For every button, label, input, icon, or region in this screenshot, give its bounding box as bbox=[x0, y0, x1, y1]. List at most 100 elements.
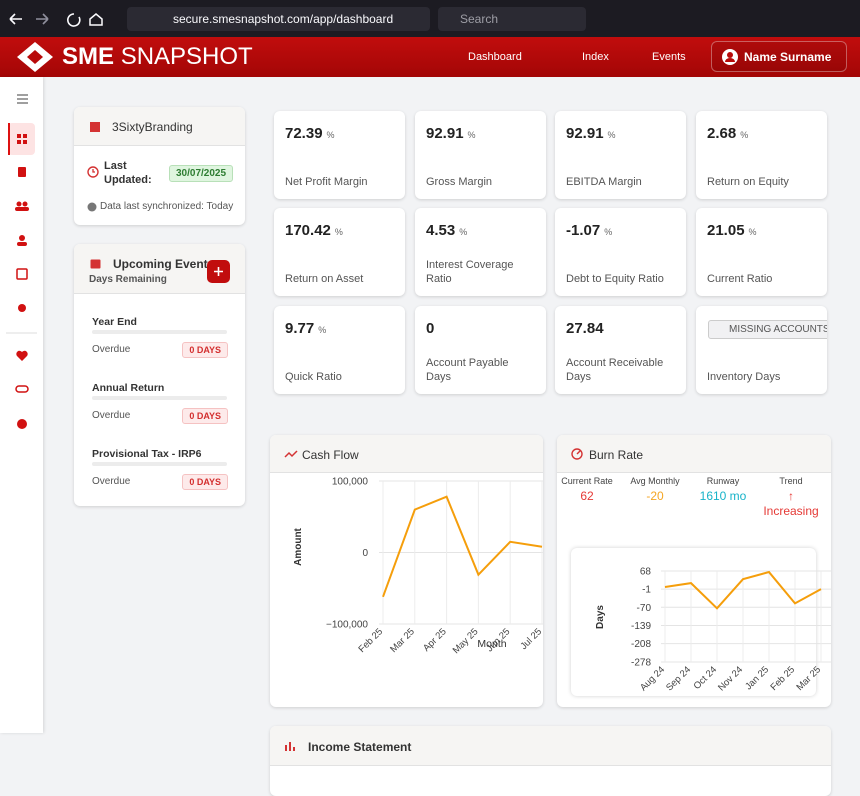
event-progress bbox=[92, 330, 227, 334]
metric-unit: % bbox=[604, 227, 613, 237]
metric-value: 72.39% bbox=[285, 125, 335, 142]
y-tick-label: 100,000 bbox=[332, 477, 369, 488]
search-box[interactable]: Search bbox=[438, 7, 586, 31]
metric-unit: % bbox=[334, 227, 343, 237]
metric-label: Return on Asset bbox=[285, 273, 364, 285]
metric-label: EBITDA Margin bbox=[566, 176, 642, 188]
y-tick-label: -139 bbox=[631, 621, 651, 632]
metric-number: 2.68 bbox=[707, 125, 737, 142]
y-axis-label: Amount bbox=[293, 527, 304, 565]
event-days: 0 DAYS bbox=[182, 408, 228, 424]
metric-label: Interest Coverage Ratio bbox=[426, 259, 514, 285]
logo-text[interactable]: SME SNAPSHOT bbox=[62, 43, 253, 71]
bar-icon bbox=[285, 742, 295, 751]
metric-label: Debt to Equity Ratio bbox=[566, 273, 664, 285]
burn-rate-card: Burn Rate Current Rate 62 Avg Monthly -20 Ru… bbox=[557, 435, 831, 707]
x-tick-label: Nov 24 bbox=[716, 664, 745, 693]
stat-label: Runway bbox=[706, 476, 740, 486]
company-header: 3SixtyBranding bbox=[74, 107, 245, 146]
y-tick-label: -1 bbox=[642, 585, 651, 596]
cash-flow-title: Cash Flow bbox=[302, 448, 359, 462]
metric-number: 4.53 bbox=[426, 222, 456, 239]
metric-value: -1.07% bbox=[566, 222, 612, 239]
metric-card: MISSING ACCOUNTS Inventory Days bbox=[696, 306, 827, 394]
y-tick-label: 0 bbox=[362, 548, 368, 559]
income-statement-title: Income Statement bbox=[308, 740, 412, 754]
metric-unit: % bbox=[748, 227, 757, 237]
metric-label: Gross Margin bbox=[426, 176, 493, 188]
sync-status: Data last synchronized: Today bbox=[100, 201, 234, 212]
metric-value: 170.42% bbox=[285, 222, 343, 239]
stat-label: Current Rate bbox=[561, 476, 613, 486]
sidebar-icons[interactable] bbox=[0, 77, 43, 437]
company-card: 3SixtyBranding Last Updated: 30/07/2025 … bbox=[74, 107, 245, 225]
metric-unit: % bbox=[607, 130, 616, 140]
metric-value: 4.53% bbox=[426, 222, 467, 239]
metric-number: 0 bbox=[426, 320, 435, 337]
x-axis-label: Month bbox=[477, 638, 506, 650]
event-name: Provisional Tax - IRP6 bbox=[92, 448, 202, 460]
metric-card: 9.77% Quick Ratio bbox=[274, 306, 405, 394]
metric-number: 9.77 bbox=[285, 320, 315, 337]
burn-rate-title: Burn Rate bbox=[589, 448, 644, 462]
event-status: Overdue bbox=[92, 476, 131, 487]
y-tick-label: 68 bbox=[640, 567, 652, 578]
y-tick-label: -278 bbox=[631, 658, 651, 669]
metric-card: 27.84 Account Receivable Days bbox=[555, 306, 686, 394]
cash-flow-header: Cash Flow bbox=[270, 435, 543, 473]
metric-label: Inventory Days bbox=[707, 371, 781, 383]
metric-number: -1.07 bbox=[566, 222, 601, 239]
metric-label: Account Payable Days bbox=[426, 357, 509, 383]
stat-label: Trend bbox=[779, 476, 803, 486]
nav-item[interactable]: Dashboard bbox=[468, 51, 522, 63]
browser-buttons[interactable] bbox=[6, 10, 106, 28]
event-days: 0 DAYS bbox=[182, 474, 228, 490]
data-line bbox=[382, 495, 543, 598]
y-tick-label: -70 bbox=[637, 603, 652, 614]
logo-icon[interactable] bbox=[14, 40, 56, 74]
metric-card: 21.05% Current Ratio bbox=[696, 208, 827, 296]
nav-item[interactable]: Events bbox=[652, 51, 686, 63]
gauge-icon bbox=[571, 448, 583, 460]
burn-rate-header: Burn Rate bbox=[557, 435, 831, 473]
url-bar[interactable]: secure.smesnapshot.com/app/dashboard bbox=[127, 7, 430, 31]
metric-value: 27.84 bbox=[566, 320, 604, 337]
metric-label: Current Ratio bbox=[707, 273, 773, 285]
x-tick-label: Feb 25 bbox=[768, 664, 797, 693]
y-tick-label: -208 bbox=[631, 639, 651, 650]
income-statement-card: Income Statement bbox=[270, 726, 831, 796]
x-tick-label: Oct 24 bbox=[692, 664, 720, 692]
metric-label: Return on Equity bbox=[707, 176, 789, 188]
metric-label: Quick Ratio bbox=[285, 371, 342, 383]
x-tick-label: Sep 24 bbox=[664, 664, 693, 693]
events-card: Upcoming Events Days Remaining Year End O… bbox=[74, 244, 245, 506]
metric-number: 92.91 bbox=[426, 125, 464, 142]
metric-card: -1.07% Debt to Equity Ratio bbox=[555, 208, 686, 296]
metric-value: 2.68% bbox=[707, 125, 748, 142]
burn-chart-frame bbox=[571, 548, 816, 696]
trend-icon bbox=[284, 450, 298, 458]
event-status: Overdue bbox=[92, 344, 131, 355]
metric-number: 170.42 bbox=[285, 222, 331, 239]
metric-card: 170.42% Return on Asset bbox=[274, 208, 405, 296]
metric-value: 21.05% bbox=[707, 222, 757, 239]
x-tick-label: Jul 25 bbox=[518, 626, 543, 652]
add-event-button[interactable] bbox=[207, 260, 230, 283]
x-tick-label: Feb 25 bbox=[356, 626, 385, 655]
nav-item[interactable]: Index bbox=[582, 51, 609, 63]
metric-number: 72.39 bbox=[285, 125, 323, 142]
x-tick-label: May 25 bbox=[451, 626, 481, 656]
browser-bar: secure.smesnapshot.com/app/dashboard Sea… bbox=[0, 0, 860, 37]
x-tick-label: Mar 25 bbox=[388, 626, 417, 655]
last-updated-label: Last Updated: bbox=[104, 160, 152, 186]
cash-flow-card: Cash Flow 100,000 0 −100,000 Feb 25 Mar 25 Ap… bbox=[270, 435, 543, 707]
last-updated-date: 30/07/2025 bbox=[169, 165, 234, 182]
metric-number: 92.91 bbox=[566, 125, 604, 142]
income-statement-header: Income Statement bbox=[270, 726, 831, 766]
metric-unit: % bbox=[467, 130, 476, 140]
user-menu[interactable]: Name Surname bbox=[711, 41, 847, 72]
